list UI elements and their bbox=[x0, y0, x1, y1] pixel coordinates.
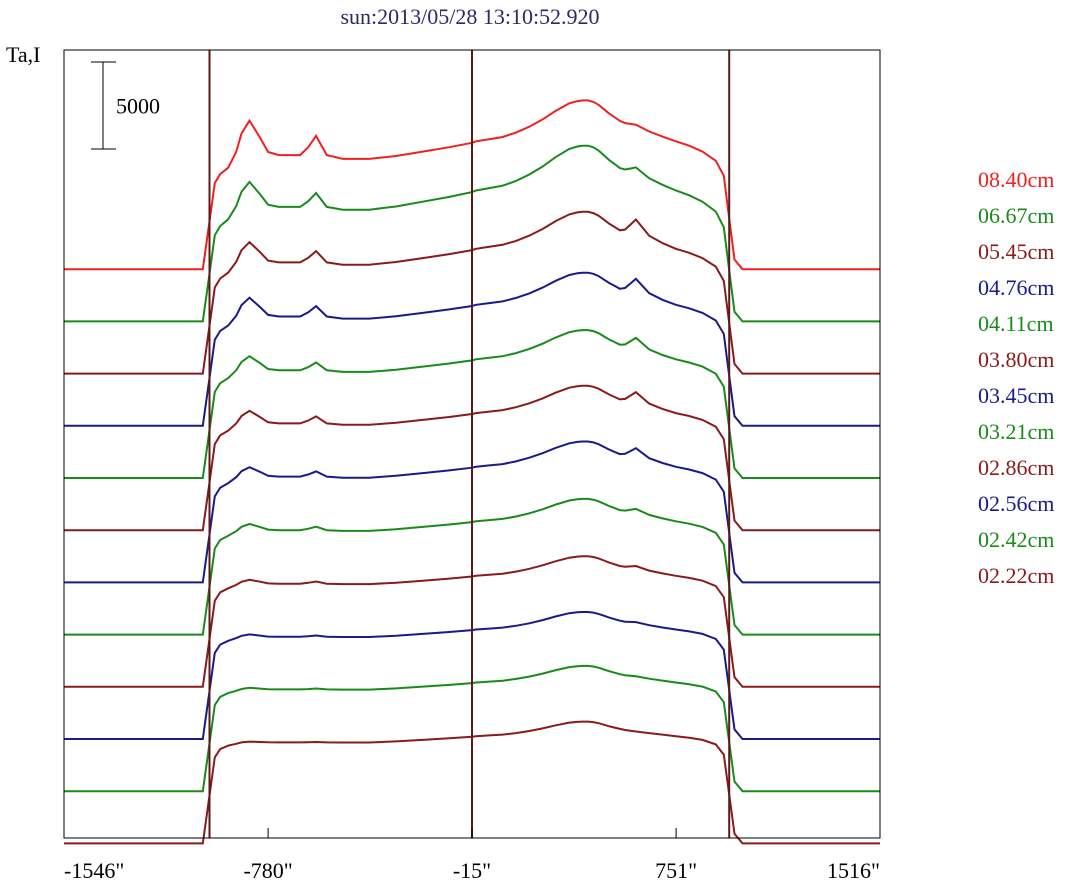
legend-entry: 03.21cm bbox=[978, 419, 1055, 444]
series-line-02.86cm bbox=[64, 555, 880, 688]
legend-entry: 03.45cm bbox=[978, 383, 1055, 408]
legend-entry: 02.42cm bbox=[978, 527, 1055, 552]
series-line-08.40cm bbox=[64, 99, 880, 271]
series-line-06.67cm bbox=[64, 144, 880, 323]
legend-entry: 02.56cm bbox=[978, 491, 1055, 516]
series-line-02.56cm bbox=[64, 611, 880, 740]
chart-title: sun:2013/05/28 13:10:52.920 bbox=[340, 4, 600, 29]
legend-entry: 08.40cm bbox=[978, 167, 1055, 192]
x-tick-label: -15" bbox=[453, 858, 491, 883]
x-tick-label: -1546" bbox=[64, 858, 124, 883]
series-line-05.45cm bbox=[64, 210, 880, 375]
series-line-02.42cm bbox=[64, 664, 880, 793]
series-line-03.80cm bbox=[64, 384, 880, 532]
scale-bar: 5000 bbox=[91, 61, 160, 150]
y-axis-label: Ta,I bbox=[6, 42, 41, 67]
x-tick-label: 751" bbox=[655, 858, 697, 883]
chart-plot: -1546" -780" -15" 751" 1516" 5000 bbox=[63, 49, 881, 883]
series-line-04.11cm bbox=[64, 329, 880, 479]
legend: 08.40cm 06.67cm 05.45cm 04.76cm 04.11cm 03.80… bbox=[978, 162, 1054, 594]
legend-entry: 02.86cm bbox=[978, 455, 1055, 480]
legend-entry: 03.80cm bbox=[978, 347, 1055, 372]
series-line-02.22cm bbox=[64, 720, 880, 845]
scale-bar-label: 5000 bbox=[116, 94, 160, 119]
legend-entry: 06.67cm bbox=[978, 203, 1055, 228]
series-line-03.45cm bbox=[64, 440, 880, 584]
series-line-03.21cm bbox=[64, 497, 880, 636]
x-tick-label: -780" bbox=[243, 858, 292, 883]
legend-entry: 02.22cm bbox=[978, 563, 1055, 588]
x-tick-label: 1516" bbox=[827, 858, 880, 883]
legend-entry: 04.11cm bbox=[978, 311, 1054, 336]
legend-entry: 05.45cm bbox=[978, 239, 1055, 264]
legend-entry: 04.76cm bbox=[978, 275, 1055, 300]
series-line-04.76cm bbox=[64, 271, 880, 427]
